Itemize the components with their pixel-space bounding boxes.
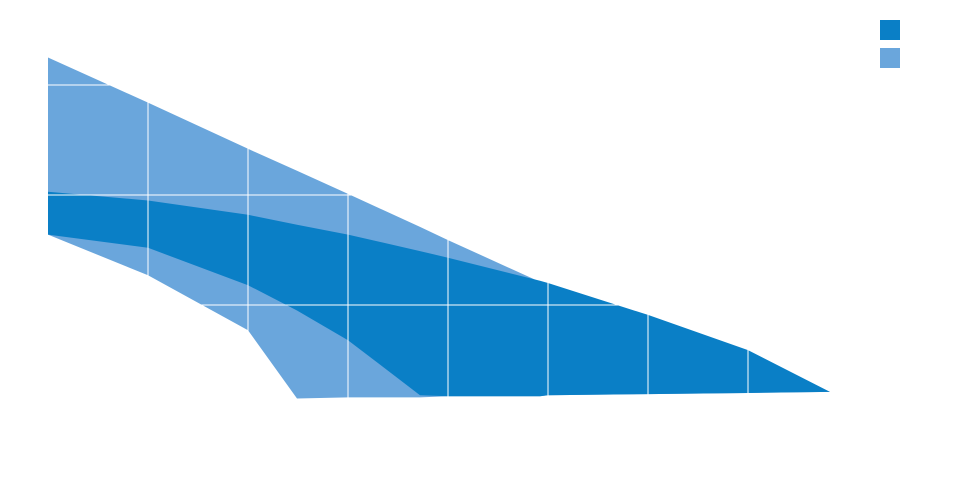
legend-swatch [880,48,900,68]
legend-swatch [880,20,900,40]
area [48,191,830,397]
area [48,57,830,399]
